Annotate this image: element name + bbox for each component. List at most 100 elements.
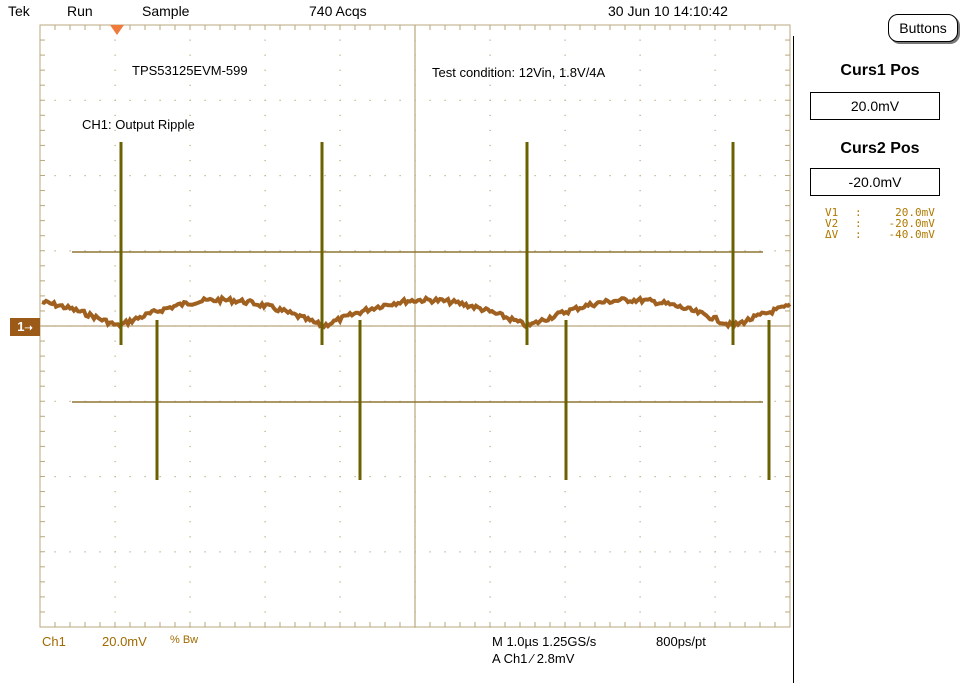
grid-dot [489,144,491,147]
grid-dot [54,400,56,402]
grid-dot [564,551,566,553]
grid-dot [654,99,656,101]
grid-dot [714,460,716,463]
grid-dot [339,144,341,147]
grid-dot [189,235,191,237]
grid-dot [684,250,686,252]
ch1-marker-label: 1 [17,319,25,334]
grid-dot [714,626,716,628]
grid-dot [264,235,266,237]
grid-dot [339,250,341,252]
grid-dot [489,611,491,613]
grid-dot [639,355,641,357]
grid-dot [444,551,446,553]
grid-dot [219,476,221,478]
grid-dot [54,476,56,478]
grid-dot [609,476,611,478]
grid-dot [699,476,701,478]
grid-dot [264,581,266,583]
grid-dot [639,84,641,86]
grid-dot [399,476,401,478]
grid-dot [324,99,326,101]
grid-dot [564,250,566,252]
grid-dot [339,205,341,207]
grid-dot [264,611,266,613]
grid-dot [264,175,266,177]
grid-dot [624,551,626,553]
grid-dot [489,476,491,478]
grid-dot [114,491,116,493]
grid-dot [294,99,296,101]
grid-dot [189,280,191,282]
grid-dot [189,99,191,101]
grid-dot [264,54,266,56]
grid-dot [729,175,731,177]
readout-row: ΔV: -40.0mV [825,228,935,241]
grid-dot [99,175,101,177]
grid-dot [219,250,221,252]
grid-dot [354,99,356,101]
ch1-ground-marker[interactable]: 1➝ [10,318,40,336]
grid-dot [339,280,341,282]
grid-dot [564,611,566,613]
grid-dot [129,250,131,252]
grid-dot [714,295,716,297]
buttons-button[interactable]: Buttons [888,14,958,42]
readout-row: V2: -20.0mV [825,217,935,230]
grid-dot [339,99,341,101]
grid-dot [249,175,251,177]
grid-dot [264,460,266,463]
arrow-right-icon: ➝ [24,323,33,334]
grid-dot [429,99,431,101]
grid-dot [144,250,146,252]
grid-dot [309,175,311,177]
grid-dot [189,385,191,387]
grid-dot [384,175,386,177]
grid-dot [639,144,641,147]
grid-dot [189,159,191,162]
curs2-pos-field[interactable]: -20.0mV [810,168,940,196]
grid-dot [84,551,86,553]
grid-dot [264,144,266,147]
grid-dot [699,250,701,252]
grid-dot [504,551,506,553]
grid-dot [519,476,521,478]
grid-dot [339,596,341,598]
grid-dot [114,445,116,448]
grid-dot [639,235,641,237]
grid-dot [369,99,371,101]
grid-dot [309,476,311,478]
grid-dot [189,476,191,478]
grid-dot [339,566,341,568]
grid-dot [489,445,491,448]
grid-dot [339,340,341,342]
ch1-spikes [119,142,771,480]
grid-dot [309,551,311,553]
trigger-position-icon[interactable] [110,25,124,35]
grid-dot [489,84,491,86]
grid-dot [264,310,266,312]
grid-dot [489,205,491,207]
grid-dot [594,551,596,553]
grid-dot [84,175,86,177]
curs1-pos-field[interactable]: 20.0mV [810,92,940,120]
grid-dot [369,175,371,177]
grid-dot [84,476,86,478]
grid-dot [264,566,266,568]
grid-dot [654,551,656,553]
readout-name: V2 [825,217,839,230]
grid-dot [189,355,191,357]
grid-dot [189,295,191,297]
grid-dot [699,175,701,177]
grid-dot [714,430,716,433]
grid-dot [639,415,641,417]
grid-dot [774,476,776,478]
grid-dot [639,626,641,628]
grid-dot [159,250,161,252]
grid-dot [309,250,311,252]
grid-dot [189,340,191,342]
grid-dot [639,280,641,282]
grid-dot [564,491,566,493]
grid-dot [579,476,581,478]
grid-dot [99,476,101,478]
